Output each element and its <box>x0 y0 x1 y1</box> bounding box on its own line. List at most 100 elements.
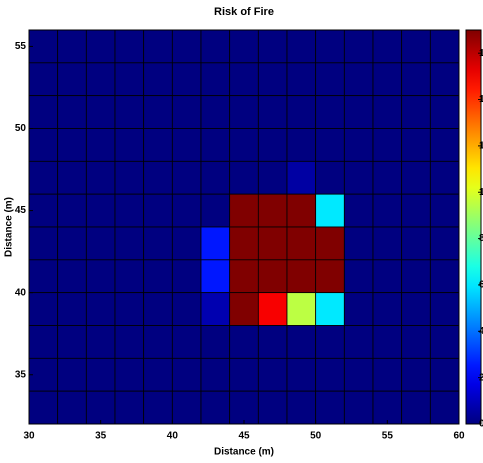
heat-cell <box>171 259 202 294</box>
heat-cell <box>85 357 116 392</box>
x-tick-label: 30 <box>23 431 35 442</box>
heat-cell <box>286 62 317 97</box>
heat-cell <box>343 259 374 294</box>
heat-cell <box>343 128 374 162</box>
heat-cell <box>171 292 202 326</box>
heat-cell <box>372 95 403 129</box>
heat-cell <box>143 325 173 359</box>
heat-cell <box>114 259 145 294</box>
heat-cell <box>114 292 145 326</box>
heat-cell <box>143 390 173 425</box>
heat-cell <box>257 259 288 294</box>
heat-cell <box>286 128 317 162</box>
heat-cell <box>315 160 345 195</box>
chart-title: Risk of Fire <box>214 6 274 18</box>
heat-cell <box>429 95 460 129</box>
heat-cell <box>85 160 116 195</box>
heat-cell <box>315 292 345 326</box>
heat-cell <box>429 193 460 228</box>
heat-cell <box>286 226 317 261</box>
heat-cell <box>114 226 145 261</box>
heat-cell <box>171 95 202 129</box>
heat-cell <box>28 390 59 425</box>
heat-cell <box>401 128 431 162</box>
heat-cell <box>229 128 259 162</box>
heat-cell <box>429 357 460 392</box>
heat-cell <box>143 160 173 195</box>
colorbar-tick-label: 1 <box>479 141 483 152</box>
heat-cell <box>229 325 259 359</box>
heat-cell <box>401 226 431 261</box>
heat-cell <box>429 29 460 64</box>
heat-cell <box>200 357 231 392</box>
colorbar-tick-label: 8 <box>479 233 483 244</box>
heat-cell <box>343 292 374 326</box>
heat-cell <box>28 292 59 326</box>
heat-cell <box>171 390 202 425</box>
heat-cell <box>401 193 431 228</box>
heat-cell <box>57 325 87 359</box>
heat-cell <box>229 29 259 64</box>
heat-cell <box>401 357 431 392</box>
heat-cell <box>114 357 145 392</box>
heat-cell <box>343 193 374 228</box>
heat-cell <box>200 95 231 129</box>
heat-cell <box>229 292 259 326</box>
heat-cell <box>429 390 460 425</box>
colorbar-tick-label: 2 <box>479 372 483 383</box>
heat-cell <box>171 29 202 64</box>
heat-cell <box>200 325 231 359</box>
heat-cell <box>57 259 87 294</box>
heat-cell <box>315 128 345 162</box>
heat-cell <box>143 128 173 162</box>
heat-cell <box>229 95 259 129</box>
heat-cell <box>257 62 288 97</box>
heat-cell <box>200 29 231 64</box>
heat-cell <box>286 357 317 392</box>
heat-cell <box>85 128 116 162</box>
heat-cell <box>143 62 173 97</box>
heat-cell <box>286 29 317 64</box>
heat-cell <box>114 193 145 228</box>
x-tick-label: 55 <box>382 431 394 442</box>
heat-cell <box>401 160 431 195</box>
heat-cell <box>286 292 317 326</box>
heat-cell <box>257 95 288 129</box>
heat-cell <box>171 226 202 261</box>
heat-cell <box>171 62 202 97</box>
heat-cell <box>200 292 231 326</box>
heat-cell <box>286 390 317 425</box>
heat-cell <box>229 259 259 294</box>
heat-cell <box>57 95 87 129</box>
heat-cell <box>429 62 460 97</box>
heat-cell <box>372 325 403 359</box>
heat-cell <box>200 62 231 97</box>
x-tick-label: 35 <box>95 431 107 442</box>
heat-cell <box>200 160 231 195</box>
heat-cell <box>28 95 59 129</box>
heat-cell <box>401 292 431 326</box>
x-tick-label: 40 <box>167 431 179 442</box>
heat-cell <box>257 292 288 326</box>
heat-cell <box>85 29 116 64</box>
heat-cell <box>315 95 345 129</box>
heat-cell <box>229 160 259 195</box>
heat-cell <box>57 128 87 162</box>
heat-cell <box>257 357 288 392</box>
heat-cell <box>171 325 202 359</box>
heat-cell <box>28 62 59 97</box>
heat-cell <box>343 29 374 64</box>
heat-cell <box>372 29 403 64</box>
heat-cell <box>257 226 288 261</box>
heat-cell <box>200 259 231 294</box>
heat-cell <box>343 62 374 97</box>
heat-cell <box>229 193 259 228</box>
heat-cell <box>372 259 403 294</box>
x-tick-label: 60 <box>453 431 465 442</box>
colorbar-tick-label: 1 <box>479 94 483 105</box>
y-tick-label: 45 <box>15 205 27 216</box>
y-tick-label: 50 <box>15 123 27 134</box>
heat-cell <box>114 390 145 425</box>
heat-cell <box>315 325 345 359</box>
heat-cell <box>257 160 288 195</box>
